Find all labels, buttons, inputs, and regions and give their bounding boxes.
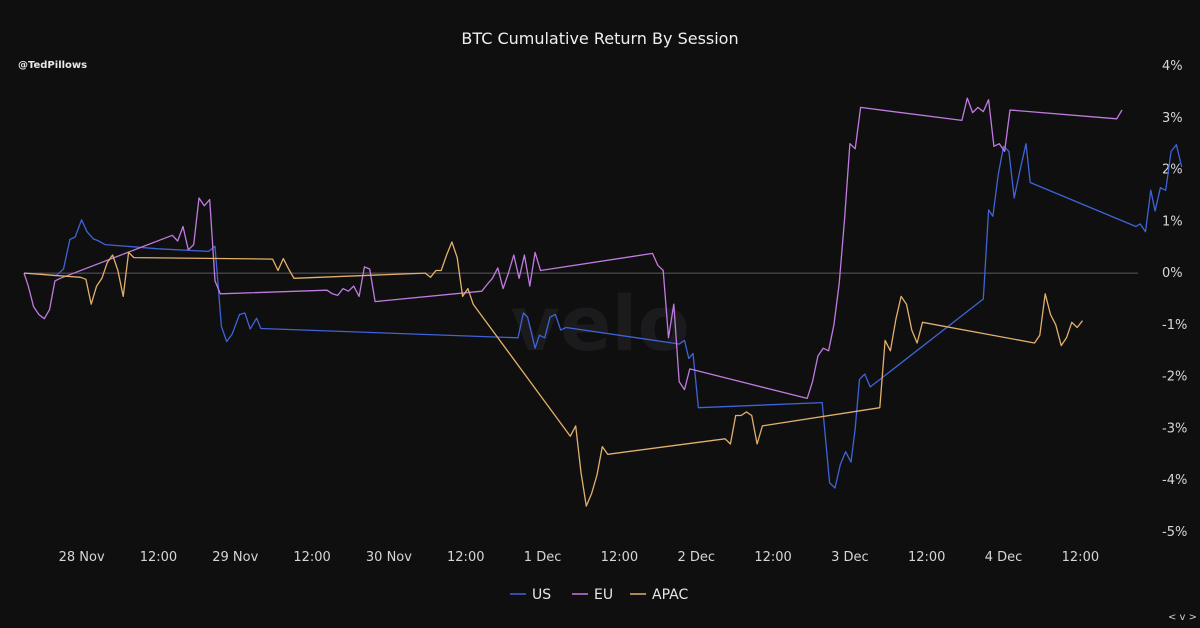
legend-label: EU [594, 587, 613, 603]
y-tick-label: -5% [1162, 525, 1187, 540]
series-line-eu [23, 97, 1123, 400]
legend-item-eu[interactable]: EU [572, 587, 613, 603]
x-tick-label: 4 Dec [985, 550, 1023, 565]
series-line-us [23, 143, 1183, 489]
x-tick-label: 12:00 [140, 550, 177, 565]
x-tick-label: 12:00 [293, 550, 330, 565]
legend-label: APAC [652, 587, 688, 603]
x-tick-label: 12:00 [601, 550, 638, 565]
y-tick-label: 2% [1162, 163, 1183, 178]
x-axis: 28 Nov 12:00 29 Nov 12:00 30 Nov 12:00 1 Dec 12… [59, 550, 1100, 565]
y-axis: 4% 3% 2% 1% 0% -1% -2% -3% -4% -5% [1162, 59, 1187, 540]
legend-item-us[interactable]: US [510, 587, 551, 603]
legend: US EU APAC [510, 587, 688, 603]
y-tick-label: -2% [1162, 370, 1187, 385]
legend-item-apac[interactable]: APAC [630, 587, 688, 603]
y-tick-label: 4% [1162, 59, 1183, 74]
x-tick-label: 3 Dec [831, 550, 869, 565]
author-handle: @TedPillows [18, 60, 87, 71]
x-tick-label: 12:00 [447, 550, 484, 565]
x-tick-label: 12:00 [754, 550, 791, 565]
x-tick-label: 12:00 [908, 550, 945, 565]
nav-arrows[interactable]: < v > [1168, 612, 1197, 623]
x-tick-label: 2 Dec [677, 550, 715, 565]
x-tick-label: 28 Nov [59, 550, 105, 565]
y-tick-label: -4% [1162, 473, 1187, 488]
series-layer [23, 97, 1183, 507]
y-tick-label: -1% [1162, 318, 1187, 333]
y-tick-label: 1% [1162, 214, 1183, 229]
x-tick-label: 30 Nov [366, 550, 412, 565]
x-tick-label: 12:00 [1062, 550, 1099, 565]
watermark: velo [510, 279, 689, 368]
y-tick-label: 3% [1162, 111, 1183, 126]
x-tick-label: 1 Dec [524, 550, 562, 565]
x-tick-label: 29 Nov [212, 550, 258, 565]
chart-title: BTC Cumulative Return By Session [461, 29, 738, 48]
legend-label: US [532, 587, 551, 603]
series-line-apac [23, 241, 1084, 507]
y-tick-label: 0% [1162, 266, 1183, 281]
y-tick-label: -3% [1162, 421, 1187, 436]
